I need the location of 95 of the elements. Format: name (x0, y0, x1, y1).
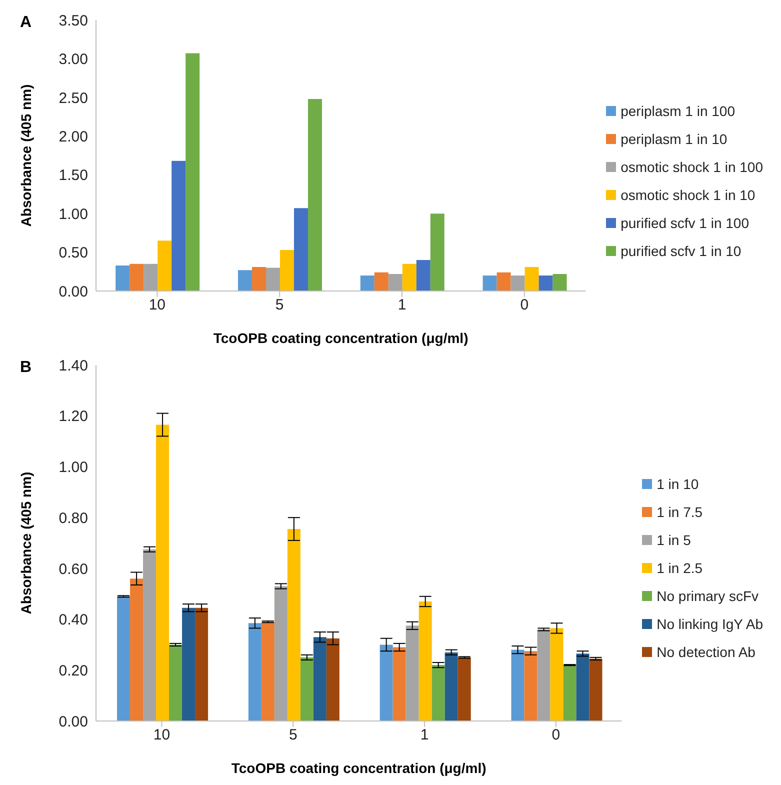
bar (326, 638, 340, 721)
y-tick-label: 3.00 (58, 51, 88, 68)
bar (248, 623, 262, 721)
legend-label: osmotic shock 1 in 100 (620, 158, 763, 174)
legend-label: No detection Ab (656, 644, 756, 660)
x-tick-label: 5 (288, 726, 298, 744)
legend-label: No linking IgY Ab (656, 616, 763, 632)
x-tick-label: 1 (420, 726, 429, 744)
legend-label: periplasm 1 in 10 (620, 130, 728, 146)
y-tick-label: 2.00 (58, 128, 88, 146)
legend-label: 1 in 2.5 (656, 560, 703, 576)
x-tick-label: 0 (552, 726, 560, 744)
bar (402, 264, 416, 291)
y-tick-label: 1.20 (58, 408, 88, 426)
bar (444, 652, 458, 721)
bar (550, 628, 564, 721)
bar (186, 53, 200, 291)
legend-label: purified scfv 1 in 100 (620, 214, 749, 230)
bar (538, 276, 553, 291)
bar (388, 274, 402, 291)
bar (589, 658, 602, 721)
bar (130, 264, 144, 291)
bar (169, 644, 182, 721)
bar (380, 644, 393, 721)
text: A (20, 14, 32, 32)
bar (496, 272, 511, 291)
x-tick-label: 0 (520, 296, 529, 314)
bar (143, 549, 156, 721)
legend-label: 1 in 7.5 (656, 504, 703, 520)
bar (524, 651, 538, 721)
text: B (20, 359, 32, 377)
bar (418, 601, 432, 721)
bar (294, 208, 308, 291)
bar (458, 657, 471, 721)
bar (511, 650, 524, 721)
y-tick-label: 0.40 (58, 612, 88, 629)
bar (510, 276, 525, 291)
bar (252, 266, 266, 291)
bar (156, 424, 170, 721)
y-tick-label: 1.40 (58, 357, 88, 374)
y-tick-label: 3.50 (58, 12, 88, 30)
bar (524, 266, 539, 291)
bar (195, 608, 208, 721)
legend-label: 1 in 5 (656, 532, 691, 548)
bar (576, 654, 590, 721)
y-tick-label: 1.50 (58, 167, 88, 184)
bar (280, 250, 294, 291)
bar (116, 265, 130, 291)
bar (130, 578, 144, 721)
x-axis-title: TcoOPB coating concentration (μg/ml) (231, 760, 486, 776)
y-tick-label: 1.00 (58, 459, 88, 476)
y-axis-title: Absorbance (405 nm) (18, 84, 34, 227)
legend-label: periplasm 1 in 100 (620, 102, 735, 118)
y-tick-label: 2.50 (58, 90, 88, 107)
x-axis-title: TcoOPB coating concentration (μg/ml) (213, 330, 468, 346)
y-tick-label: 0.00 (58, 713, 88, 730)
legend-label: osmotic shock 1 in 10 (620, 186, 756, 202)
y-tick-label: 0.00 (58, 283, 88, 300)
bar (182, 608, 196, 721)
bar (274, 586, 288, 721)
legend-label: purified scfv 1 in 10 (620, 242, 742, 258)
bar (172, 160, 186, 291)
legend-label: No primary scFv (656, 588, 759, 604)
bar (117, 596, 130, 721)
bar (144, 264, 158, 291)
y-tick-label: 0.80 (58, 510, 88, 527)
bar (308, 98, 322, 291)
y-tick-label: 0.60 (58, 560, 88, 578)
x-tick-label: 5 (275, 296, 284, 314)
bar (266, 268, 280, 291)
x-tick-label: 10 (153, 726, 170, 744)
bar (416, 260, 430, 291)
y-tick-label: 0.50 (58, 244, 88, 262)
bar (392, 647, 406, 721)
bar (313, 637, 326, 721)
bar (482, 276, 497, 291)
bar (432, 665, 445, 721)
y-tick-label: 1.00 (58, 206, 88, 223)
x-tick-label: 1 (398, 296, 406, 314)
x-tick-label: 10 (148, 296, 166, 314)
bar (563, 665, 576, 721)
bar (552, 274, 567, 291)
bar (261, 622, 274, 721)
bar (300, 657, 314, 721)
y-tick-label: 0.20 (58, 662, 88, 680)
bar (287, 529, 300, 721)
bar (537, 629, 550, 721)
bar (374, 272, 388, 291)
bar (158, 240, 172, 291)
y-axis-title: Absorbance (405 nm) (18, 472, 34, 614)
bar (406, 626, 419, 721)
bar (430, 214, 444, 291)
bar (360, 276, 374, 291)
legend-label: 1 in 10 (656, 476, 699, 492)
bar (238, 270, 252, 291)
